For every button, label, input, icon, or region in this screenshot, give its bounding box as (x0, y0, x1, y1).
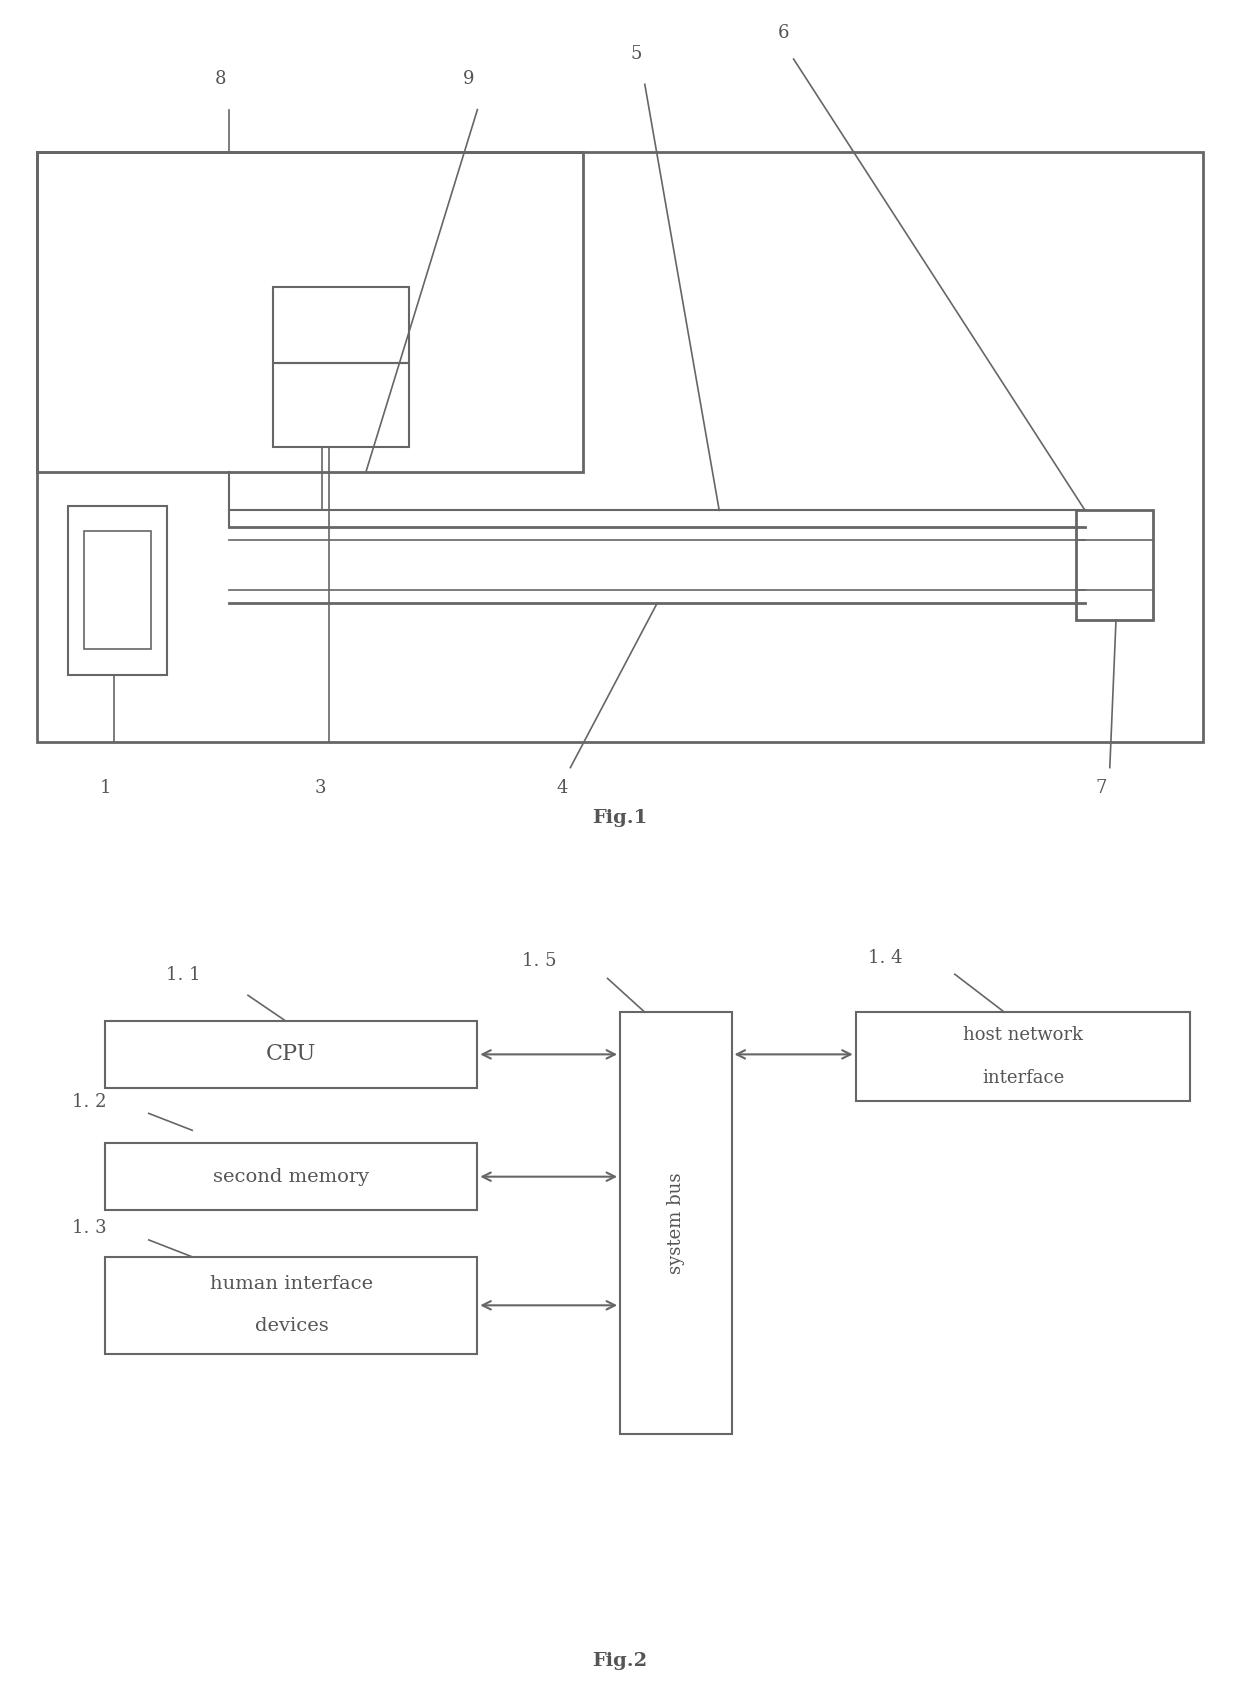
Text: Fig.2: Fig.2 (593, 1652, 647, 1670)
Text: interface: interface (982, 1068, 1064, 1086)
Text: 7: 7 (1095, 779, 1107, 796)
Bar (105, 1021, 477, 1088)
Text: 1. 1: 1. 1 (166, 967, 201, 984)
Bar (1076, 511, 1153, 621)
Bar (856, 1012, 1190, 1102)
Bar (68, 506, 167, 675)
Bar (273, 363, 409, 447)
Text: 1. 2: 1. 2 (72, 1093, 107, 1110)
Bar (84, 531, 151, 649)
Bar (620, 1012, 732, 1434)
Text: 1. 3: 1. 3 (72, 1220, 107, 1237)
Text: 1: 1 (99, 779, 112, 796)
Text: devices: devices (254, 1318, 329, 1336)
Bar (273, 287, 409, 363)
Text: 1. 5: 1. 5 (522, 951, 557, 970)
Bar (105, 1144, 477, 1211)
Text: system bus: system bus (667, 1172, 684, 1274)
Text: 4: 4 (556, 779, 568, 796)
Text: 1. 4: 1. 4 (868, 950, 903, 967)
Bar (37, 152, 583, 472)
Text: 8: 8 (215, 71, 227, 88)
Text: 9: 9 (463, 71, 475, 88)
Bar (37, 152, 1203, 742)
Text: CPU: CPU (267, 1043, 316, 1066)
Text: 5: 5 (630, 46, 642, 62)
Text: host network: host network (963, 1026, 1083, 1044)
Text: Fig.1: Fig.1 (593, 808, 647, 827)
Text: 6: 6 (777, 24, 790, 42)
Text: 3: 3 (314, 779, 326, 796)
Text: second memory: second memory (213, 1167, 370, 1186)
Bar (105, 1257, 477, 1353)
Text: human interface: human interface (210, 1275, 373, 1294)
